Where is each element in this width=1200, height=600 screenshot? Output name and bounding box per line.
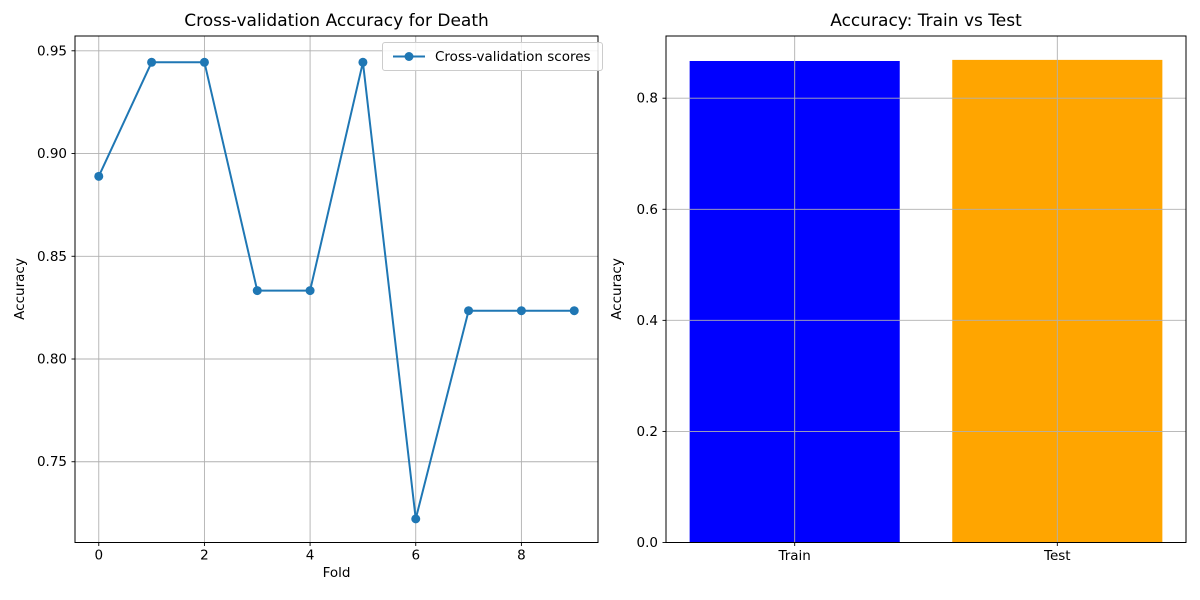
left-y-tick-label: 0.90 bbox=[37, 146, 67, 162]
right-axes-spines bbox=[665, 35, 1187, 543]
legend-line-marker-icon bbox=[393, 52, 425, 61]
left-y-tick-label: 0.95 bbox=[37, 43, 67, 59]
right-y-tick-label: 0.2 bbox=[637, 424, 658, 440]
right-y-axis-label: Accuracy bbox=[609, 258, 625, 320]
right-x-tick-label: Test bbox=[1043, 548, 1071, 564]
cv-data-point-marker bbox=[569, 306, 579, 316]
left-axes-spines bbox=[74, 35, 599, 543]
left-chart-title: Cross-validation Accuracy for Death bbox=[184, 11, 489, 31]
left-y-tick-label: 0.75 bbox=[37, 454, 67, 470]
cv-data-point-marker bbox=[358, 57, 368, 67]
right-x-tick-label: Train bbox=[777, 548, 810, 564]
cv-data-point-marker bbox=[147, 57, 157, 67]
left-x-tick-label: 8 bbox=[517, 548, 526, 564]
left-y-axis-label: Accuracy bbox=[12, 258, 28, 320]
cv-scores-line bbox=[97, 61, 575, 520]
legend: Cross-validation scores bbox=[382, 42, 603, 71]
cv-data-point-marker bbox=[94, 171, 104, 181]
right-y-tick-label: 0.0 bbox=[637, 535, 658, 551]
left-x-tick-label: 2 bbox=[200, 548, 209, 564]
cv-data-point-marker bbox=[411, 514, 421, 524]
cv-data-point-marker bbox=[252, 286, 262, 296]
right-y-tick-label: 0.8 bbox=[637, 91, 658, 107]
left-y-tick-label: 0.80 bbox=[37, 352, 67, 368]
cv-data-point-marker bbox=[199, 57, 209, 67]
cv-data-point-marker bbox=[305, 286, 315, 296]
cv-data-point-marker bbox=[464, 306, 474, 316]
left-y-tick-label: 0.85 bbox=[37, 249, 67, 265]
right-chart-title: Accuracy: Train vs Test bbox=[830, 11, 1022, 31]
left-x-tick-label: 4 bbox=[306, 548, 315, 564]
right-y-tick-label: 0.4 bbox=[637, 313, 658, 329]
left-x-tick-label: 0 bbox=[94, 548, 103, 564]
legend-label: Cross-validation scores bbox=[435, 48, 591, 65]
right-y-tick-label: 0.6 bbox=[637, 202, 658, 218]
left-x-axis-label: Fold bbox=[322, 565, 351, 581]
left-x-tick-label: 6 bbox=[411, 548, 420, 564]
cv-data-point-marker bbox=[516, 306, 526, 316]
